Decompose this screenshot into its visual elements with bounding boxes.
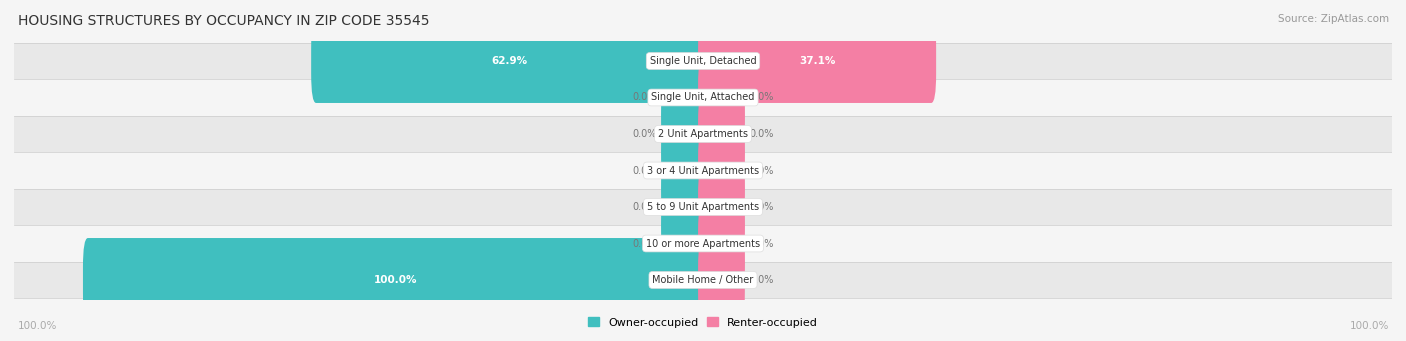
Text: 100.0%: 100.0% xyxy=(18,321,58,331)
Text: 5 to 9 Unit Apartments: 5 to 9 Unit Apartments xyxy=(647,202,759,212)
Text: 0.0%: 0.0% xyxy=(633,165,657,176)
FancyBboxPatch shape xyxy=(697,19,936,103)
FancyBboxPatch shape xyxy=(661,129,709,212)
Text: 0.0%: 0.0% xyxy=(749,275,773,285)
FancyBboxPatch shape xyxy=(83,238,707,322)
FancyBboxPatch shape xyxy=(661,202,709,285)
FancyBboxPatch shape xyxy=(661,165,709,249)
Text: 0.0%: 0.0% xyxy=(749,238,773,249)
Text: Mobile Home / Other: Mobile Home / Other xyxy=(652,275,754,285)
FancyBboxPatch shape xyxy=(697,56,745,139)
Text: 0.0%: 0.0% xyxy=(633,238,657,249)
Bar xyxy=(0,189,1406,225)
FancyBboxPatch shape xyxy=(697,202,745,285)
Text: Source: ZipAtlas.com: Source: ZipAtlas.com xyxy=(1278,14,1389,24)
FancyBboxPatch shape xyxy=(697,165,745,249)
Text: 37.1%: 37.1% xyxy=(799,56,835,66)
FancyBboxPatch shape xyxy=(697,238,745,322)
Text: HOUSING STRUCTURES BY OCCUPANCY IN ZIP CODE 35545: HOUSING STRUCTURES BY OCCUPANCY IN ZIP C… xyxy=(18,14,430,28)
Text: Single Unit, Detached: Single Unit, Detached xyxy=(650,56,756,66)
Bar xyxy=(0,152,1406,189)
Text: Single Unit, Attached: Single Unit, Attached xyxy=(651,92,755,103)
Text: 100.0%: 100.0% xyxy=(374,275,418,285)
FancyBboxPatch shape xyxy=(697,92,745,176)
FancyBboxPatch shape xyxy=(697,129,745,212)
Text: 0.0%: 0.0% xyxy=(749,129,773,139)
Text: 0.0%: 0.0% xyxy=(633,92,657,103)
Text: 10 or more Apartments: 10 or more Apartments xyxy=(645,238,761,249)
Text: 3 or 4 Unit Apartments: 3 or 4 Unit Apartments xyxy=(647,165,759,176)
Text: 62.9%: 62.9% xyxy=(492,56,527,66)
Text: 2 Unit Apartments: 2 Unit Apartments xyxy=(658,129,748,139)
Bar xyxy=(0,79,1406,116)
Legend: Owner-occupied, Renter-occupied: Owner-occupied, Renter-occupied xyxy=(583,313,823,332)
Text: 0.0%: 0.0% xyxy=(633,202,657,212)
Text: 0.0%: 0.0% xyxy=(633,129,657,139)
Text: 0.0%: 0.0% xyxy=(749,92,773,103)
FancyBboxPatch shape xyxy=(311,19,709,103)
Text: 100.0%: 100.0% xyxy=(1350,321,1389,331)
Bar xyxy=(0,43,1406,79)
Text: 0.0%: 0.0% xyxy=(749,202,773,212)
FancyBboxPatch shape xyxy=(661,56,709,139)
Bar xyxy=(0,262,1406,298)
Bar xyxy=(0,225,1406,262)
Text: 0.0%: 0.0% xyxy=(749,165,773,176)
Bar xyxy=(0,116,1406,152)
FancyBboxPatch shape xyxy=(661,92,709,176)
